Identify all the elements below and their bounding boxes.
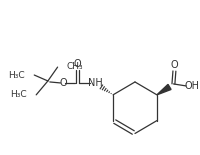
- Text: NH: NH: [88, 78, 102, 88]
- Text: H₃C: H₃C: [10, 90, 26, 99]
- Text: OH: OH: [184, 81, 198, 91]
- Text: O: O: [170, 60, 177, 70]
- Text: O: O: [59, 78, 67, 88]
- Text: O: O: [73, 59, 80, 69]
- Polygon shape: [156, 84, 170, 95]
- Text: H₃C: H₃C: [8, 71, 24, 80]
- Text: CH₃: CH₃: [66, 62, 83, 71]
